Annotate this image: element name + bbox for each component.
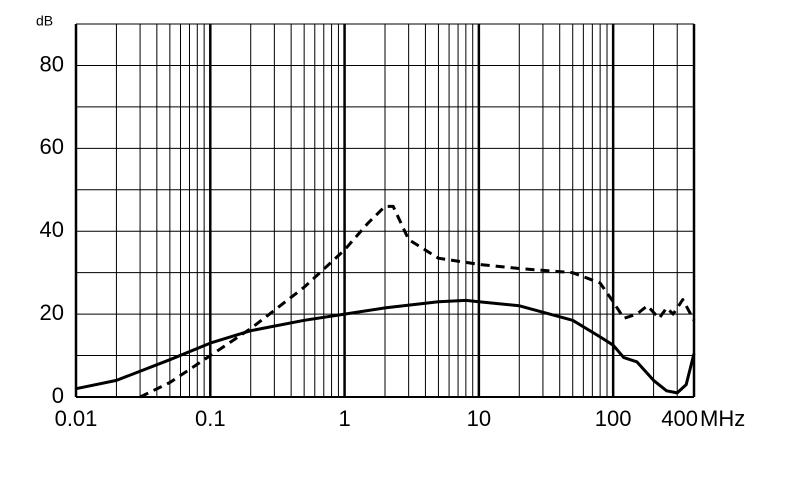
y-tick-label: 40 bbox=[40, 217, 64, 242]
data-line bbox=[139, 204, 696, 399]
y-tick-label: 80 bbox=[40, 51, 64, 76]
y-axis-label: dB bbox=[36, 13, 53, 29]
x-tick-label: 100 bbox=[595, 406, 632, 431]
x-axis-label: MHz bbox=[700, 406, 745, 431]
y-tick-label: 60 bbox=[40, 134, 64, 159]
data-line bbox=[75, 298, 696, 395]
x-tick-label: 0.1 bbox=[195, 406, 226, 431]
x-tick-label: 400 bbox=[661, 406, 698, 431]
x-tick-label: 0.01 bbox=[55, 406, 98, 431]
y-tick-label: 0 bbox=[52, 383, 64, 408]
y-tick-label: 20 bbox=[40, 300, 64, 325]
x-tick-label: 1 bbox=[338, 406, 350, 431]
x-tick-label: 10 bbox=[467, 406, 491, 431]
